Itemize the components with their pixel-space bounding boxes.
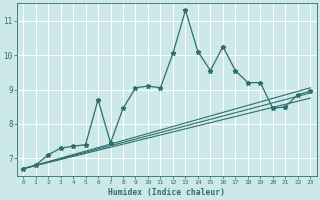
- X-axis label: Humidex (Indice chaleur): Humidex (Indice chaleur): [108, 188, 225, 197]
